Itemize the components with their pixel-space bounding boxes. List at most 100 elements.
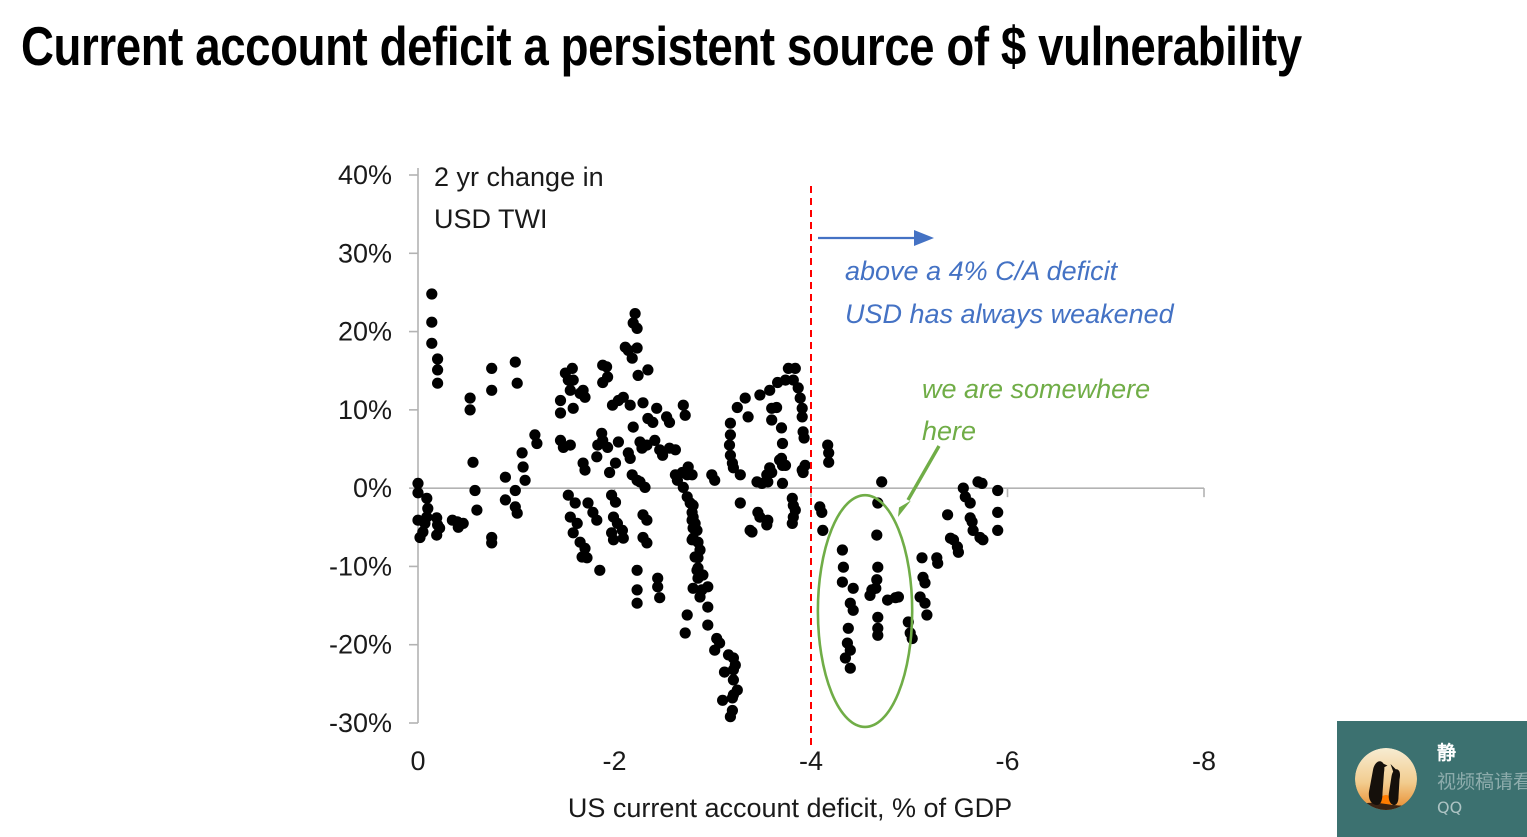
y-tick-label: 10%: [338, 395, 392, 425]
scatter-point: [967, 524, 979, 537]
scatter-point: [789, 362, 801, 374]
scatter-point: [796, 411, 808, 423]
scatter-point: [567, 527, 579, 539]
scatter-point: [566, 362, 578, 374]
scatter-point: [687, 582, 699, 594]
scatter-point: [872, 629, 884, 641]
scatter-point: [432, 364, 444, 376]
scatter-point: [511, 377, 523, 389]
scatter-point: [718, 666, 731, 678]
scatter-point: [731, 401, 743, 414]
scatter-point: [609, 457, 622, 469]
scatter-point: [761, 519, 773, 531]
scatter-point: [607, 534, 620, 546]
scatter-point: [697, 569, 709, 581]
scatter-point: [842, 622, 854, 634]
scatter-point: [746, 526, 758, 538]
scatter-point: [554, 394, 567, 407]
annotation-green-line1: we are somewhere: [922, 374, 1151, 404]
scatter-point: [847, 604, 859, 616]
scatter-point: [942, 509, 954, 521]
scatter-point: [872, 561, 884, 573]
scatter-point: [581, 552, 593, 564]
scatter-point: [921, 609, 933, 621]
scatter-point: [414, 531, 426, 544]
scatter-point: [422, 502, 434, 515]
service-label: QQ: [1437, 798, 1463, 817]
penguins-sunset-image: [1355, 748, 1417, 810]
scatter-point: [992, 506, 1004, 518]
scatter-point: [679, 409, 691, 421]
scatter-point: [412, 477, 424, 489]
scatter-point: [892, 591, 905, 603]
scatter-point: [591, 514, 603, 526]
highlight-ellipse: [816, 493, 914, 729]
scatter-point: [836, 544, 849, 556]
y-tick-label: -20%: [329, 630, 392, 660]
scatter-point: [632, 369, 644, 381]
scatter-point: [602, 441, 614, 453]
scatter-point: [509, 484, 521, 497]
scatter-point: [431, 529, 443, 541]
scatter-point: [663, 416, 676, 428]
scatter-point: [499, 471, 511, 483]
scatter-point: [776, 437, 789, 450]
scatter-point: [964, 497, 976, 509]
scatter-point: [726, 692, 739, 704]
scatter-point: [739, 392, 751, 404]
scatter-point: [597, 376, 609, 389]
scatter-point: [631, 564, 643, 576]
scatter-point: [692, 552, 704, 564]
scatter-point: [836, 576, 849, 588]
x-tick-label: -8: [1192, 746, 1216, 776]
scatter-point: [564, 439, 576, 451]
scatter-point: [642, 364, 654, 376]
scatter-point: [702, 581, 714, 593]
y-tick-label: 20%: [338, 317, 392, 347]
scatter-point: [976, 477, 988, 489]
scatter-point: [844, 662, 856, 674]
scatter-point: [792, 382, 804, 394]
scatter-point: [724, 711, 737, 723]
scatter-point: [966, 516, 978, 528]
scatter-point: [509, 356, 521, 368]
scatter-point: [519, 474, 531, 486]
scatter-point: [864, 589, 876, 602]
scatter-point: [776, 459, 789, 471]
scatter-point: [823, 447, 835, 459]
scatter-point: [734, 469, 746, 481]
scatter-point: [932, 557, 944, 569]
scatter-point: [677, 399, 689, 411]
scatter-point: [952, 546, 965, 558]
scatter-point: [624, 452, 636, 464]
scatter-point: [817, 524, 829, 537]
scatter-point: [609, 496, 622, 508]
qq-contact-widget[interactable]: 静 视频稿请看 QQ: [1337, 721, 1527, 837]
scatter-point: [669, 444, 682, 456]
scatter-point: [766, 402, 778, 414]
scatter-point: [816, 506, 828, 518]
annotation-green-line2: here: [922, 416, 977, 446]
scatter-point: [723, 439, 736, 451]
scatter-point: [709, 644, 721, 656]
scatter-point: [486, 384, 498, 396]
x-tick-label: 0: [410, 746, 425, 776]
scatter-point: [627, 421, 639, 433]
x-tick-label: -6: [995, 746, 1019, 776]
scatter-point: [839, 652, 852, 664]
scatter-point: [516, 447, 528, 459]
scatter-point: [871, 574, 883, 586]
scatter-point: [775, 422, 788, 434]
scatter-point: [799, 459, 811, 471]
scatter-point: [412, 514, 424, 526]
scatter-point: [647, 416, 659, 428]
scatter-point: [766, 414, 778, 426]
scatter-point: [794, 392, 806, 404]
annotation-blue-line1: above a 4% C/A deficit: [845, 256, 1118, 286]
scatter-point: [612, 436, 625, 448]
scatter-point: [511, 507, 523, 519]
scatter-point: [654, 592, 666, 604]
scatter-point: [569, 497, 581, 509]
scatter-point: [457, 517, 469, 530]
